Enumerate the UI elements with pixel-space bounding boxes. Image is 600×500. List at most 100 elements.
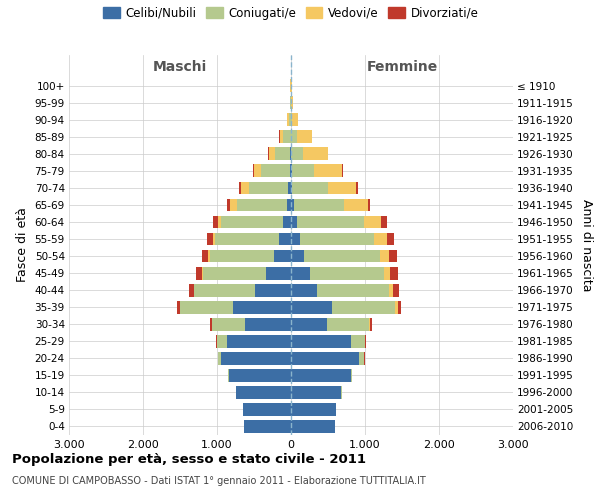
Bar (291, 198, 294, 211)
Bar (351, 335, 365, 347)
Bar (269, 148, 275, 160)
Bar (370, 318, 371, 330)
Bar (292, 164, 314, 177)
Text: Femmine: Femmine (367, 60, 437, 74)
Bar (291, 164, 292, 177)
Bar (342, 164, 343, 177)
Bar (297, 216, 364, 228)
Bar (243, 403, 291, 416)
Bar (390, 266, 398, 280)
Bar (212, 318, 245, 330)
Bar (291, 216, 297, 228)
Bar (289, 114, 291, 126)
Bar (291, 301, 332, 314)
Bar (249, 182, 289, 194)
Y-axis label: Anni di nascita: Anni di nascita (580, 198, 593, 291)
Bar (292, 114, 298, 126)
Bar (291, 403, 336, 416)
Legend: Celibi/Nubili, Coniugati/e, Vedovi/e, Divorziati/e: Celibi/Nubili, Coniugati/e, Vedovi/e, Di… (98, 2, 484, 24)
Bar (332, 301, 395, 314)
Bar (262, 164, 290, 177)
Bar (300, 232, 374, 245)
Bar (356, 182, 358, 194)
Bar (292, 182, 328, 194)
Bar (291, 386, 341, 399)
Bar (364, 216, 381, 228)
Bar (253, 164, 254, 177)
Bar (287, 198, 291, 211)
Bar (283, 130, 290, 143)
Text: Popolazione per età, sesso e stato civile - 2011: Popolazione per età, sesso e stato civil… (12, 452, 366, 466)
Bar (218, 216, 221, 228)
Bar (221, 352, 291, 364)
Bar (239, 182, 241, 194)
Bar (294, 198, 344, 211)
Bar (217, 335, 227, 347)
Bar (229, 369, 291, 382)
Bar (236, 386, 291, 399)
Bar (274, 250, 291, 262)
Bar (212, 232, 215, 245)
Bar (393, 284, 399, 296)
Bar (290, 96, 291, 109)
Bar (208, 232, 212, 245)
Bar (230, 198, 236, 211)
Y-axis label: Fasce di età: Fasce di età (16, 208, 29, 282)
Bar (233, 301, 291, 314)
Bar (194, 284, 255, 296)
Bar (209, 250, 274, 262)
Text: COMUNE DI CAMPOBASSO - Dati ISTAT 1° gennaio 2011 - Elaborazione TUTTITALIA.IT: COMUNE DI CAMPOBASSO - Dati ISTAT 1° gen… (12, 476, 426, 486)
Bar (291, 250, 304, 262)
Bar (389, 284, 393, 296)
Bar (398, 301, 401, 314)
Bar (280, 130, 283, 143)
Bar (228, 369, 229, 382)
Bar (290, 164, 291, 177)
Bar (221, 216, 283, 228)
Bar (317, 284, 389, 296)
Bar (202, 250, 208, 262)
Bar (304, 250, 380, 262)
Bar (208, 250, 209, 262)
Bar (359, 352, 364, 364)
Bar (314, 164, 342, 177)
Bar (245, 318, 291, 330)
Bar (387, 232, 394, 245)
Bar (218, 352, 221, 364)
Bar (279, 232, 291, 245)
Bar (344, 198, 368, 211)
Bar (202, 266, 203, 280)
Bar (291, 318, 327, 330)
Bar (176, 301, 179, 314)
Bar (203, 266, 266, 280)
Bar (368, 198, 370, 211)
Bar (383, 266, 390, 280)
Bar (395, 301, 398, 314)
Bar (381, 216, 387, 228)
Bar (210, 318, 212, 330)
Bar (290, 148, 291, 160)
Bar (236, 198, 287, 211)
Bar (227, 198, 230, 211)
Bar (291, 284, 317, 296)
Bar (297, 130, 312, 143)
Bar (291, 114, 292, 126)
Bar (227, 335, 291, 347)
Bar (215, 232, 279, 245)
Bar (244, 420, 291, 433)
Bar (254, 164, 262, 177)
Bar (287, 114, 289, 126)
Bar (380, 250, 389, 262)
Bar (266, 266, 291, 280)
Bar (289, 182, 291, 194)
Bar (291, 335, 351, 347)
Bar (180, 301, 233, 314)
Text: Maschi: Maschi (153, 60, 207, 74)
Bar (291, 266, 310, 280)
Bar (291, 369, 351, 382)
Bar (291, 352, 359, 364)
Bar (292, 148, 303, 160)
Bar (275, 148, 290, 160)
Bar (291, 182, 292, 194)
Bar (241, 182, 249, 194)
